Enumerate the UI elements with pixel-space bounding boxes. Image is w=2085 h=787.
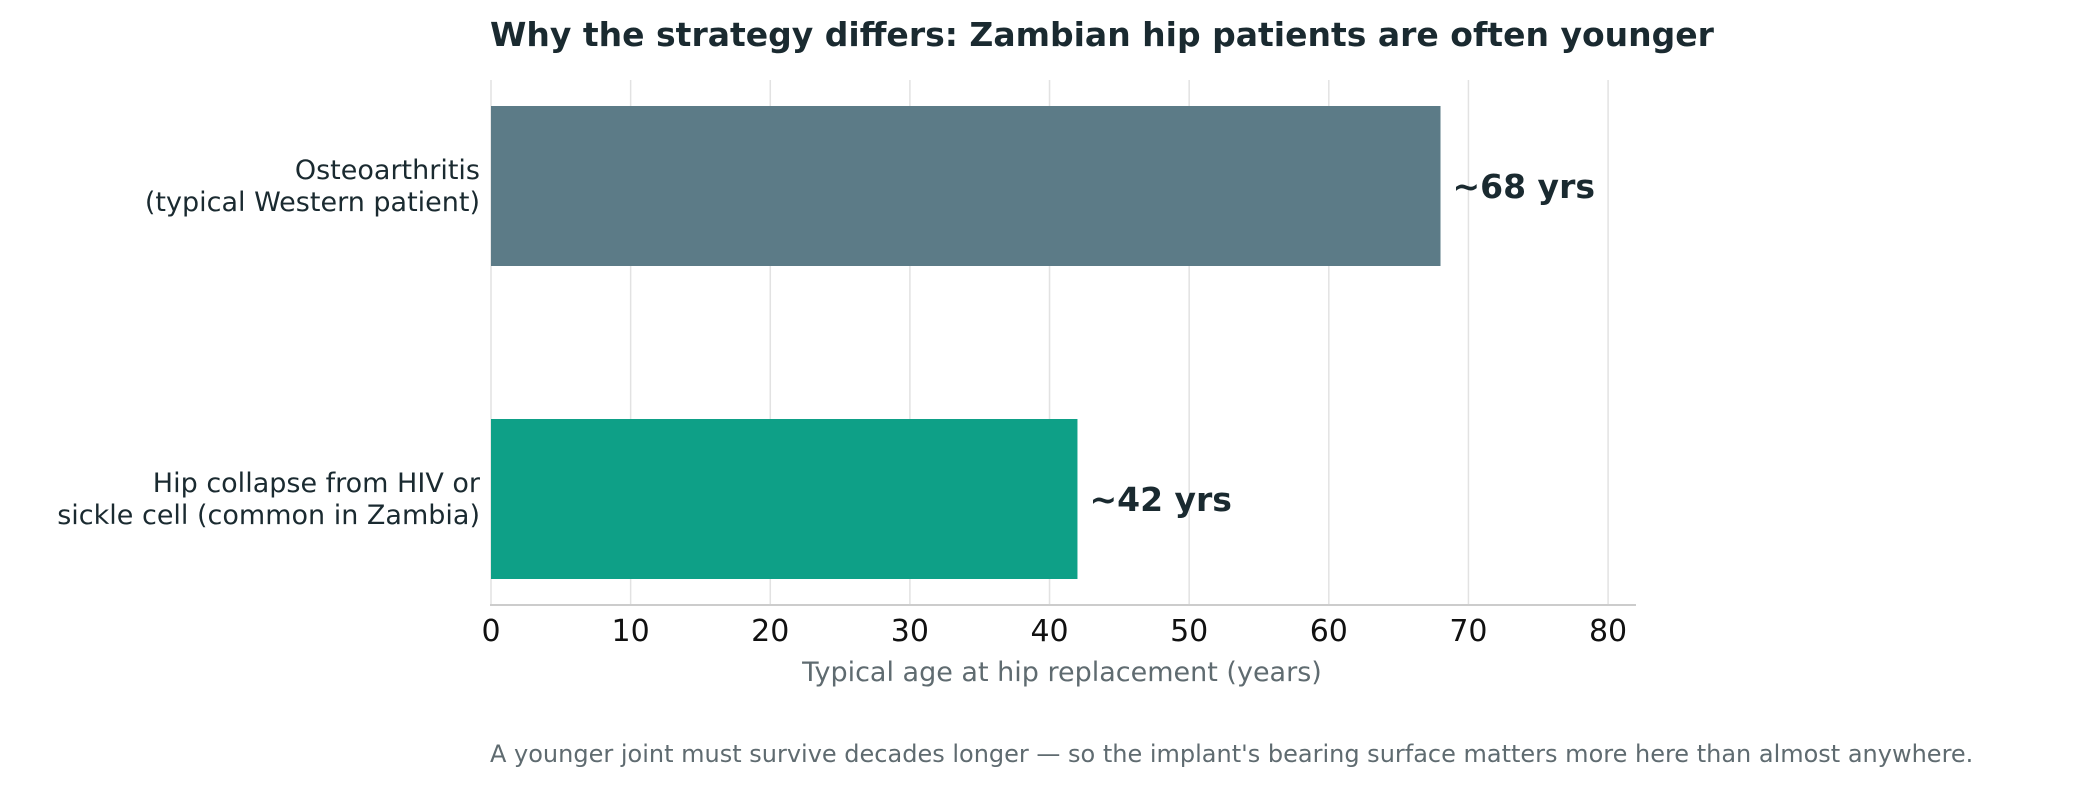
value-labels: ~68 yrs ~42 yrs <box>1089 167 1595 519</box>
value-label-1: ~42 yrs <box>1089 480 1232 519</box>
category-labels: Osteoarthritis (typical Western patient) H… <box>57 155 481 531</box>
category-label-0-line-0: Osteoarthritis <box>295 155 480 186</box>
chart-title: Why the strategy differs: Zambian hip pa… <box>490 15 1715 54</box>
x-tick-label-10: 10 <box>612 614 650 649</box>
x-tick-label-0: 0 <box>481 614 500 649</box>
x-tick-label-60: 60 <box>1310 614 1348 649</box>
bars <box>491 106 1441 579</box>
category-label-0: Osteoarthritis (typical Western patient) <box>145 155 480 218</box>
x-tick-label-40: 40 <box>1030 614 1068 649</box>
bar-1 <box>491 419 1078 579</box>
category-label-1-line-0: Hip collapse from HIV or <box>153 468 481 499</box>
value-label-0: ~68 yrs <box>1453 167 1596 206</box>
footnote: A younger joint must survive decades lon… <box>490 740 1973 768</box>
x-tick-label-20: 20 <box>751 614 789 649</box>
x-tick-label-70: 70 <box>1449 614 1487 649</box>
x-axis-label: Typical age at hip replacement (years) <box>801 657 1322 688</box>
x-tick-label-30: 30 <box>891 614 929 649</box>
category-label-0-line-1: (typical Western patient) <box>145 187 480 218</box>
x-axis-ticks: 0 10 20 30 40 50 60 70 80 <box>481 614 1627 649</box>
category-label-1: Hip collapse from HIV or sickle cell (com… <box>57 468 481 531</box>
x-tick-label-80: 80 <box>1589 614 1627 649</box>
bar-0 <box>491 106 1441 266</box>
category-label-1-line-1: sickle cell (common in Zambia) <box>57 500 480 531</box>
x-tick-label-50: 50 <box>1170 614 1208 649</box>
